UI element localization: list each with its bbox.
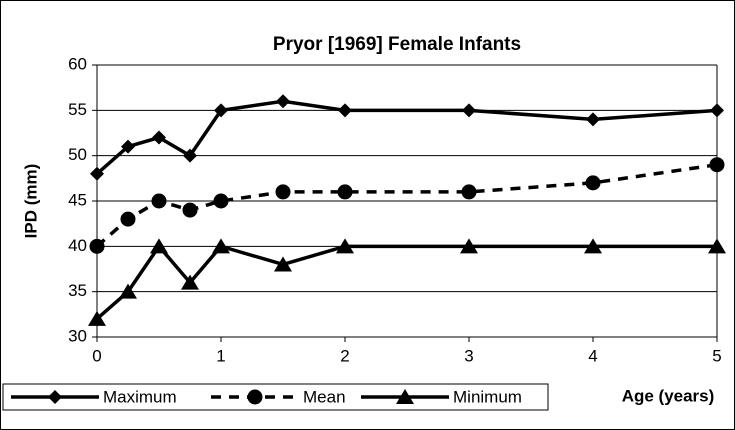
diamond-marker	[276, 94, 290, 109]
x-tick-label: 1	[216, 346, 225, 365]
circle-marker	[337, 184, 353, 200]
diamond-marker	[586, 112, 600, 127]
x-tick-label: 5	[712, 346, 721, 365]
triangle-marker	[584, 238, 602, 254]
x-tick-label: 3	[464, 346, 473, 365]
circle-marker	[247, 389, 263, 405]
chart-title: Pryor [1969] Female Infants	[273, 34, 521, 55]
circle-marker	[461, 184, 477, 200]
diamond-marker	[183, 148, 197, 163]
x-tick-label: 2	[340, 346, 349, 365]
diamond-marker	[48, 390, 62, 404]
diamond-marker	[462, 103, 476, 118]
triangle-marker	[212, 238, 230, 254]
circle-marker	[585, 175, 601, 191]
circle-marker	[213, 193, 229, 209]
y-tick-label: 40	[68, 236, 87, 255]
triangle-marker	[274, 256, 292, 272]
triangle-marker	[460, 238, 478, 254]
diamond-marker	[152, 130, 166, 145]
series-line	[95, 163, 718, 248]
x-tick-label: 4	[588, 346, 597, 365]
y-tick-label: 45	[68, 190, 87, 209]
triangle-marker	[396, 389, 414, 404]
series-line	[95, 243, 717, 321]
x-axis-label: Age (years)	[622, 386, 715, 405]
triangle-marker	[336, 238, 354, 254]
diamond-marker	[121, 139, 135, 154]
diamond-marker	[710, 103, 724, 118]
circle-marker	[275, 184, 291, 200]
circle-marker	[151, 193, 167, 209]
legend-label: Minimum	[453, 387, 522, 406]
y-tick-label: 60	[68, 54, 87, 73]
y-tick-label: 30	[68, 326, 87, 345]
triangle-marker	[119, 283, 137, 299]
triangle-marker	[708, 238, 726, 254]
circle-marker	[89, 238, 105, 254]
y-tick-label: 35	[68, 281, 87, 300]
circle-marker	[120, 211, 136, 227]
y-axis-label: IPD (mm)	[21, 164, 40, 239]
series-line	[95, 99, 718, 176]
diamond-marker	[214, 103, 228, 118]
x-tick-label: 0	[92, 346, 101, 365]
circle-marker	[182, 202, 198, 218]
triangle-marker	[88, 310, 106, 326]
diamond-marker	[90, 166, 104, 181]
y-tick-label: 50	[68, 145, 87, 164]
legend-label: Maximum	[103, 387, 177, 406]
circle-marker	[709, 157, 725, 173]
legend-label: Mean	[303, 387, 346, 406]
diamond-marker	[338, 103, 352, 118]
triangle-marker	[181, 274, 199, 290]
triangle-marker	[150, 238, 168, 254]
y-tick-label: 55	[68, 100, 87, 119]
